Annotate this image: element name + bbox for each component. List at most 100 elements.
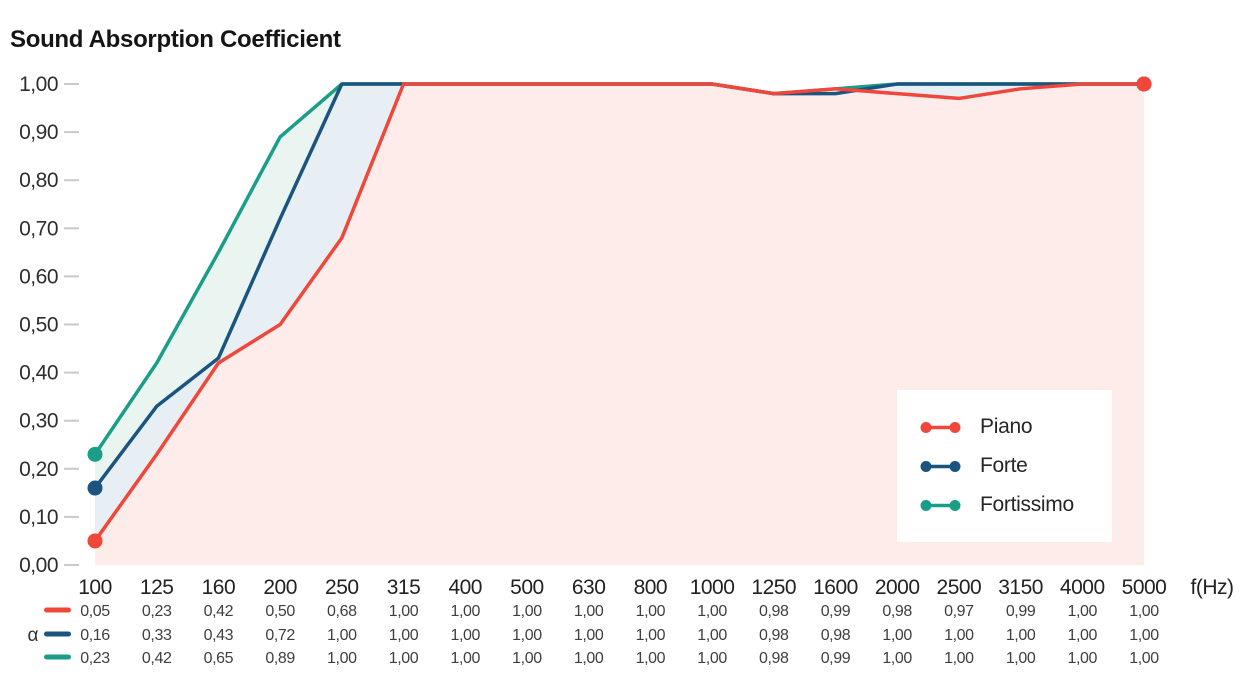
table-cell: 1,00 xyxy=(697,627,727,644)
x-tick-label: 500 xyxy=(510,576,544,599)
y-tick-label: 0,30 xyxy=(19,410,58,433)
legend: Piano Forte Fortissimo xyxy=(897,390,1112,542)
table-cell: 0,16 xyxy=(80,627,110,644)
legend-item-piano: Piano xyxy=(920,415,1112,439)
x-tick-label: 4000 xyxy=(1060,576,1105,599)
legend-marker-icon xyxy=(920,460,961,472)
table-cell: 1,00 xyxy=(1006,650,1036,667)
table-cell: 0,23 xyxy=(80,650,110,667)
legend-label: Piano xyxy=(980,415,1033,438)
table-cell: 1,00 xyxy=(1129,627,1159,644)
legend-item-fortissimo: Fortissimo xyxy=(920,493,1112,517)
table-cell: 0,99 xyxy=(1006,603,1036,620)
table-cell: 1,00 xyxy=(1129,603,1159,620)
x-tick-label: 800 xyxy=(634,576,668,599)
table-cell: 1,00 xyxy=(512,650,542,667)
table-cell: 1,00 xyxy=(697,650,727,667)
table-cell: 1,00 xyxy=(574,650,604,667)
series-area-piano xyxy=(95,84,1144,565)
table-cell: 0,98 xyxy=(759,650,789,667)
x-tick-label: 5000 xyxy=(1122,576,1167,599)
x-tick-label: 2000 xyxy=(875,576,920,599)
x-tick-label: 2500 xyxy=(937,576,982,599)
table-cell: 0,23 xyxy=(142,603,172,620)
table-cell: 1,00 xyxy=(512,627,542,644)
y-tick-label: 1,00 xyxy=(19,73,58,96)
table-cell: 1,00 xyxy=(1068,650,1098,667)
table-cell: 1,00 xyxy=(574,627,604,644)
table-cell: 1,00 xyxy=(574,603,604,620)
table-cell: 1,00 xyxy=(1129,650,1159,667)
table-cell: 1,00 xyxy=(944,627,974,644)
series-endpoint-forte xyxy=(87,480,103,496)
x-tick-label: 400 xyxy=(448,576,482,599)
x-tick-label: 1600 xyxy=(813,576,858,599)
table-cell: 0,33 xyxy=(142,627,172,644)
x-axis-unit-label: f(Hz) xyxy=(1191,576,1234,599)
table-cell: 0,89 xyxy=(265,650,295,667)
table-row-marker-forte xyxy=(44,631,71,637)
y-tick-label: 0,50 xyxy=(19,314,58,337)
y-tick-label: 0,40 xyxy=(19,362,58,385)
table-cell: 1,00 xyxy=(389,627,419,644)
table-cell: 0,98 xyxy=(821,627,851,644)
table-cell: 0,99 xyxy=(821,603,851,620)
table-row-marker-piano xyxy=(44,607,71,613)
table-cell: 0,65 xyxy=(204,650,234,667)
table-cell: 1,00 xyxy=(882,627,912,644)
table-cell: 0,43 xyxy=(204,627,234,644)
table-cell: 1,00 xyxy=(1006,627,1036,644)
table-cell: 0,50 xyxy=(265,603,295,620)
x-tick-label: 100 xyxy=(78,576,112,599)
x-tick-label: 250 xyxy=(325,576,359,599)
table-cell: 0,05 xyxy=(80,603,110,620)
y-tick-label: 0,90 xyxy=(19,121,58,144)
x-tick-label: 1000 xyxy=(690,576,735,599)
table-cell: 0,99 xyxy=(821,650,851,667)
table-cell: 1,00 xyxy=(450,627,480,644)
table-cell: 0,98 xyxy=(759,603,789,620)
table-cell: 1,00 xyxy=(697,603,727,620)
table-cell: 1,00 xyxy=(636,627,666,644)
legend-item-forte: Forte xyxy=(920,454,1112,478)
table-cell: 1,00 xyxy=(512,603,542,620)
legend-marker-icon xyxy=(920,499,961,511)
table-cell: 0,68 xyxy=(327,603,357,620)
chart-title: Sound Absorption Coefficient xyxy=(10,26,341,53)
table-cell: 1,00 xyxy=(944,650,974,667)
x-tick-label: 160 xyxy=(202,576,236,599)
series-line-piano xyxy=(93,82,1146,543)
series-endpoint-piano xyxy=(87,533,103,549)
table-cell: 1,00 xyxy=(636,650,666,667)
table-cell: 0,98 xyxy=(759,627,789,644)
alpha-label: α xyxy=(28,625,39,646)
table-cell: 0,42 xyxy=(142,650,172,667)
y-tick-label: 0,80 xyxy=(19,169,58,192)
table-row-marker-fortissimo xyxy=(44,654,71,660)
x-tick-label: 200 xyxy=(263,576,297,599)
table-cell: 1,00 xyxy=(327,627,357,644)
table-cell: 1,00 xyxy=(389,603,419,620)
table-cell: 0,42 xyxy=(204,603,234,620)
y-tick-label: 0,60 xyxy=(19,265,58,288)
table-cell: 1,00 xyxy=(450,603,480,620)
table-cell: 0,72 xyxy=(265,627,295,644)
table-cell: 1,00 xyxy=(882,650,912,667)
y-tick-label: 0,70 xyxy=(19,217,58,240)
series-endpoint-fortissimo xyxy=(87,446,103,462)
table-cell: 0,97 xyxy=(944,603,974,620)
x-tick-label: 1250 xyxy=(751,576,796,599)
table-cell: 1,00 xyxy=(450,650,480,667)
x-tick-label: 630 xyxy=(572,576,606,599)
table-cell: 1,00 xyxy=(1068,627,1098,644)
x-tick-label: 315 xyxy=(387,576,421,599)
table-cell: 0,98 xyxy=(882,603,912,620)
legend-label: Fortissimo xyxy=(980,493,1074,516)
series-endpoint-piano xyxy=(1136,76,1152,92)
table-cell: 1,00 xyxy=(636,603,666,620)
y-tick-label: 0,00 xyxy=(19,554,58,577)
y-tick-label: 0,20 xyxy=(19,458,58,481)
x-tick-label: 3150 xyxy=(998,576,1043,599)
